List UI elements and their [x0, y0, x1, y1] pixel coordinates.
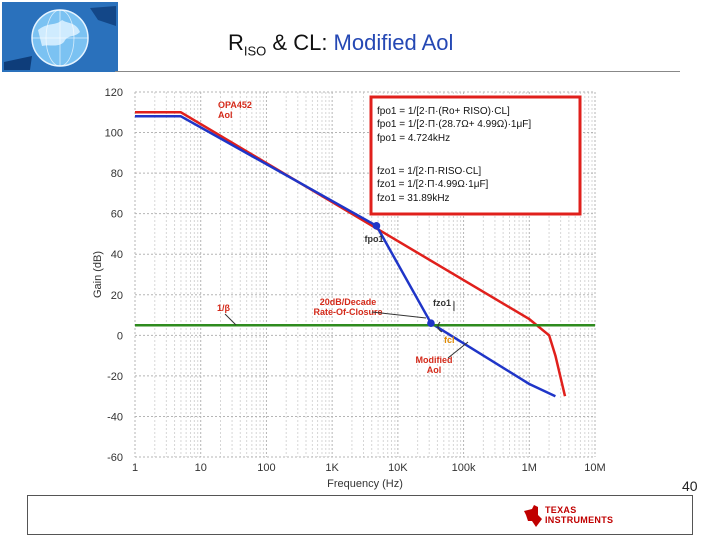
y-axis-label: Gain (dB): [92, 251, 104, 298]
bode-plot-chart: 120 100 80 60 40 20 0 -20 -40 -60 1 10 100 1K 10K 100k 1…: [92, 87, 606, 490]
fcl-pointer: [437, 321, 443, 333]
title-modified-aol: Modified Aol: [333, 30, 454, 55]
fpo1-label: fpo1: [364, 234, 383, 244]
title-connector: & CL:: [266, 30, 334, 55]
modified-pointer: [447, 341, 469, 359]
title-r: R: [228, 30, 244, 55]
x-tick-label: 10K: [388, 462, 408, 474]
x-tick-label: 1M: [522, 462, 537, 474]
slide-title: RISO & CL: Modified Aol: [228, 30, 453, 58]
beta-pointer: [224, 313, 237, 326]
formula-line-2: fpo1 = 1/[2·Π·(28.7Ω+ 4.99Ω)·1μF]: [377, 119, 531, 130]
x-tick-label: 1K: [325, 462, 339, 474]
x-tick-label: 1: [132, 462, 138, 474]
y-tick-label: 40: [111, 249, 123, 261]
aol-label: Aol: [218, 110, 233, 120]
title-divider: [115, 71, 680, 72]
x-tick-label: 10: [195, 462, 207, 474]
formula-line-1: fpo1 = 1/[2·Π·(Ro+ RISO)·CL]: [377, 106, 510, 117]
ti-brand-text: TEXAS INSTRUMENTS: [545, 505, 613, 525]
x-tick-label: 100k: [452, 462, 476, 474]
ti-brand-line1: TEXAS: [545, 505, 577, 515]
x-axis-label: Frequency (Hz): [327, 478, 403, 490]
ti-brand-line2: INSTRUMENTS: [545, 515, 614, 525]
rate-label-line1: 20dB/Decade: [320, 297, 377, 307]
data-point-fzo1: [427, 319, 435, 327]
x-tick-label: 100: [257, 462, 275, 474]
modified-label-line2: Aol: [427, 365, 442, 375]
footer-box: [27, 495, 693, 535]
formula-line-6: fzo1 = 31.89kHz: [377, 193, 450, 204]
y-tick-label: 0: [117, 330, 123, 342]
fcl-label: fcl: [444, 335, 455, 345]
rate-label-line2: Rate-Of-Closure: [313, 307, 382, 317]
y-tick-label: 20: [111, 290, 123, 302]
ti-logo-icon: [524, 505, 542, 527]
series-line-1: [135, 111, 567, 397]
y-tick-label: 60: [111, 209, 123, 221]
rate-pointer: [371, 311, 427, 319]
y-tick-label: -40: [107, 411, 123, 423]
formula-box: [369, 95, 582, 216]
y-tick-label: -60: [107, 452, 123, 464]
beta-label: 1/β: [217, 303, 231, 313]
globe-logo-icon: [2, 2, 118, 72]
data-point-fpo1: [372, 222, 381, 230]
page-number: 40: [682, 478, 698, 494]
formula-line-5: fzo1 = 1/[2·Π·4.99Ω·1μF]: [377, 179, 489, 190]
y-tick-label: 100: [105, 128, 123, 140]
y-tick-label: 80: [111, 168, 123, 180]
modified-label-line1: Modified: [416, 355, 453, 365]
y-tick-label: -20: [107, 371, 123, 383]
opa452-label: OPA452: [218, 100, 252, 110]
fzo1-label: fzo1: [433, 298, 451, 308]
x-tick-label: 10M: [584, 462, 605, 474]
y-tick-label: 120: [105, 87, 123, 99]
formula-line-4: fzo1 = 1/[2·Π·RISO·CL]: [377, 166, 481, 177]
series-line-2: [135, 115, 556, 398]
formula-line-3: fpo1 = 4.724kHz: [377, 133, 450, 144]
title-iso-subscript: ISO: [243, 43, 267, 59]
